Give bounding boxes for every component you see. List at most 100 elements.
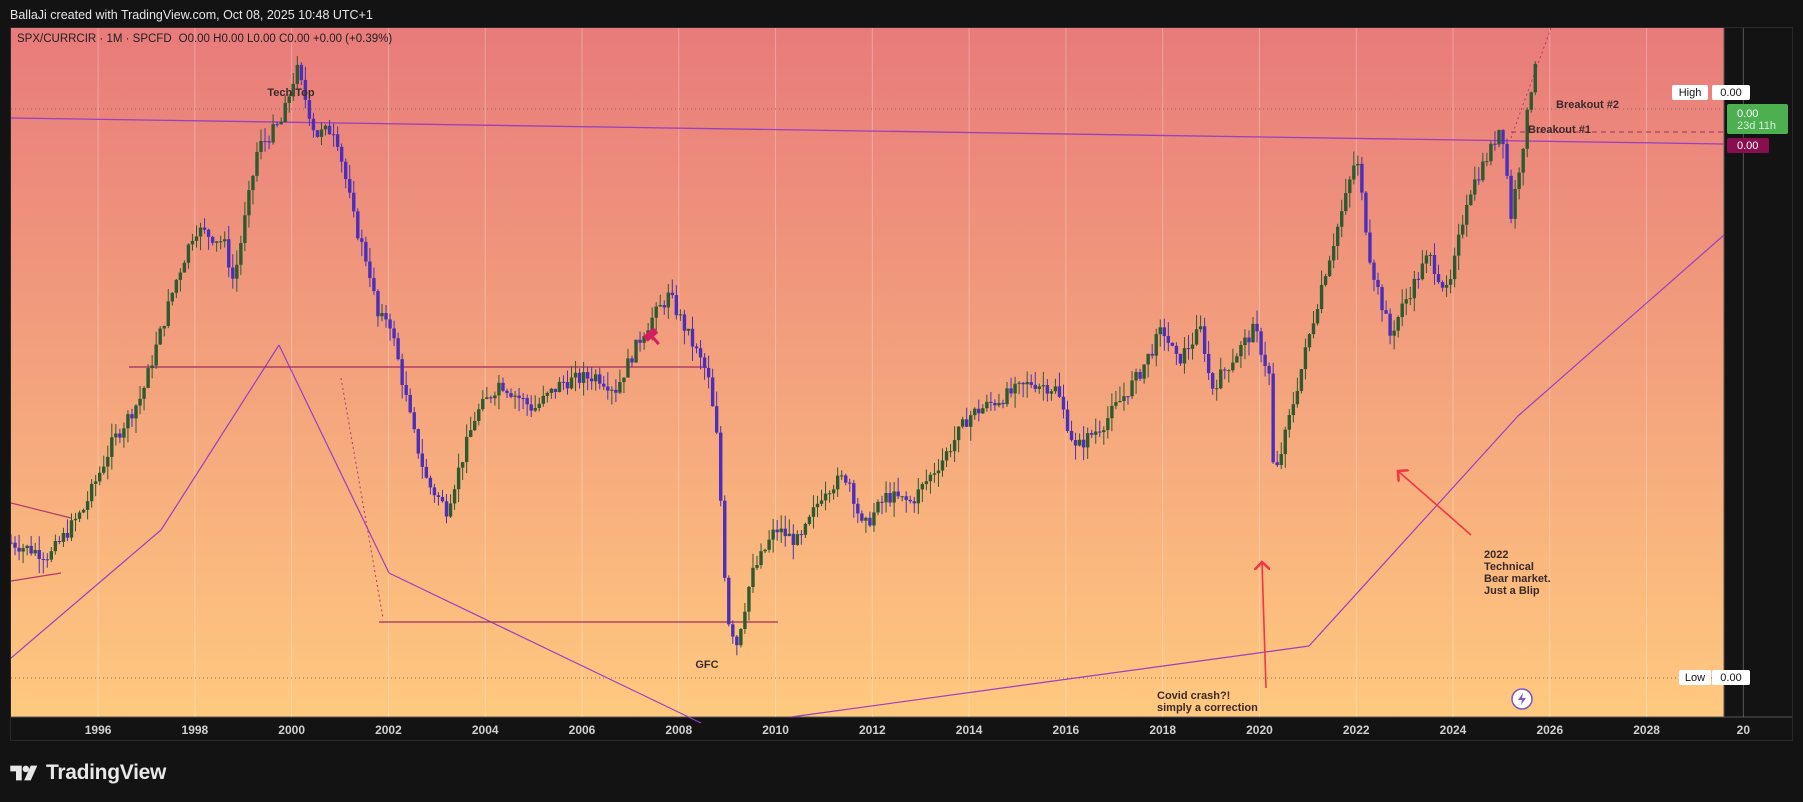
- candle[interactable]: [1400, 289, 1404, 327]
- candle[interactable]: [1517, 167, 1521, 200]
- candle[interactable]: [1085, 427, 1090, 460]
- candle[interactable]: [1094, 418, 1098, 444]
- candle[interactable]: [690, 316, 695, 361]
- candle[interactable]: [1223, 367, 1227, 380]
- candle[interactable]: [348, 165, 352, 199]
- candle[interactable]: [1069, 420, 1074, 442]
- candle[interactable]: [1251, 317, 1255, 343]
- candle[interactable]: [1130, 371, 1134, 400]
- candle[interactable]: [775, 519, 779, 541]
- candle[interactable]: [779, 515, 783, 543]
- candle[interactable]: [1448, 269, 1453, 294]
- candle[interactable]: [356, 208, 360, 241]
- candle[interactable]: [37, 536, 41, 574]
- candle[interactable]: [1465, 194, 1469, 237]
- candle[interactable]: [642, 332, 646, 350]
- candle[interactable]: [17, 534, 21, 561]
- candle[interactable]: [396, 332, 400, 361]
- candle[interactable]: [517, 387, 521, 412]
- candle[interactable]: [81, 508, 86, 514]
- candle[interactable]: [106, 445, 110, 480]
- candle[interactable]: [1009, 377, 1013, 398]
- candle[interactable]: [223, 231, 227, 248]
- candle[interactable]: [1436, 264, 1441, 284]
- candle[interactable]: [751, 553, 755, 593]
- candle[interactable]: [1110, 393, 1114, 432]
- candle[interactable]: [327, 119, 332, 135]
- candle[interactable]: [630, 355, 634, 367]
- candle[interactable]: [464, 424, 469, 474]
- candle[interactable]: [275, 121, 279, 128]
- candle[interactable]: [416, 428, 420, 459]
- candle[interactable]: [670, 279, 675, 299]
- candle[interactable]: [634, 339, 638, 363]
- candle[interactable]: [420, 439, 425, 479]
- candle[interactable]: [553, 388, 558, 399]
- candle[interactable]: [1033, 371, 1037, 393]
- candle[interactable]: [545, 391, 550, 403]
- candle[interactable]: [1428, 252, 1433, 266]
- candle[interactable]: [380, 304, 384, 322]
- candle[interactable]: [138, 385, 142, 415]
- candle[interactable]: [767, 530, 771, 553]
- support-trendline-1[interactable]: [11, 529, 162, 659]
- candle[interactable]: [723, 495, 727, 582]
- candle[interactable]: [799, 530, 804, 545]
- candle[interactable]: [1283, 426, 1287, 468]
- candle[interactable]: [856, 497, 860, 524]
- candle[interactable]: [1404, 288, 1408, 316]
- candle[interactable]: [1473, 166, 1477, 201]
- candle[interactable]: [1001, 399, 1005, 409]
- candle[interactable]: [997, 393, 1001, 408]
- candle[interactable]: [392, 320, 396, 347]
- rising-base-line[interactable]: [790, 645, 1310, 718]
- candle[interactable]: [501, 377, 505, 392]
- candle[interactable]: [594, 369, 598, 391]
- candle[interactable]: [743, 602, 747, 634]
- candle[interactable]: [1206, 340, 1211, 380]
- candle[interactable]: [102, 455, 106, 475]
- candle[interactable]: [343, 158, 348, 189]
- candle[interactable]: [1489, 140, 1493, 166]
- candle[interactable]: [1372, 259, 1376, 292]
- candle[interactable]: [1416, 272, 1421, 289]
- candle[interactable]: [1396, 315, 1400, 338]
- candle[interactable]: [1146, 353, 1150, 378]
- candle[interactable]: [573, 361, 578, 392]
- candle[interactable]: [618, 369, 622, 395]
- candle[interactable]: [315, 129, 320, 138]
- candle[interactable]: [614, 379, 618, 403]
- candle[interactable]: [964, 407, 969, 428]
- candle[interactable]: [1521, 147, 1525, 186]
- candle[interactable]: [1227, 369, 1231, 383]
- candle[interactable]: [727, 575, 731, 627]
- candle[interactable]: [239, 235, 243, 276]
- candle[interactable]: [114, 424, 118, 446]
- legend-symbol[interactable]: SPX/CURRCIR · 1M · SPCFD O0.00 H0.00 L0.0…: [17, 33, 392, 45]
- candle[interactable]: [916, 478, 921, 515]
- candle[interactable]: [682, 309, 687, 345]
- candle[interactable]: [714, 391, 719, 435]
- candle[interactable]: [811, 495, 816, 529]
- candle[interactable]: [981, 404, 985, 415]
- candle[interactable]: [1364, 191, 1368, 236]
- candle[interactable]: [134, 404, 138, 433]
- candle[interactable]: [1505, 138, 1509, 179]
- candle[interactable]: [557, 377, 562, 393]
- candle[interactable]: [85, 491, 90, 520]
- candle[interactable]: [533, 395, 537, 413]
- candle[interactable]: [210, 235, 215, 246]
- candle[interactable]: [1061, 384, 1066, 419]
- candle[interactable]: [154, 331, 158, 369]
- candle[interactable]: [783, 515, 787, 547]
- candle[interactable]: [585, 366, 590, 391]
- candle[interactable]: [1267, 362, 1271, 385]
- candle[interactable]: [581, 361, 586, 396]
- short-segment-lower-left[interactable]: [11, 572, 62, 582]
- candle[interactable]: [1170, 342, 1175, 347]
- candle[interactable]: [747, 585, 751, 621]
- candle[interactable]: [936, 459, 941, 487]
- candle[interactable]: [1279, 442, 1283, 470]
- candle[interactable]: [1037, 383, 1041, 394]
- candle[interactable]: [739, 627, 743, 648]
